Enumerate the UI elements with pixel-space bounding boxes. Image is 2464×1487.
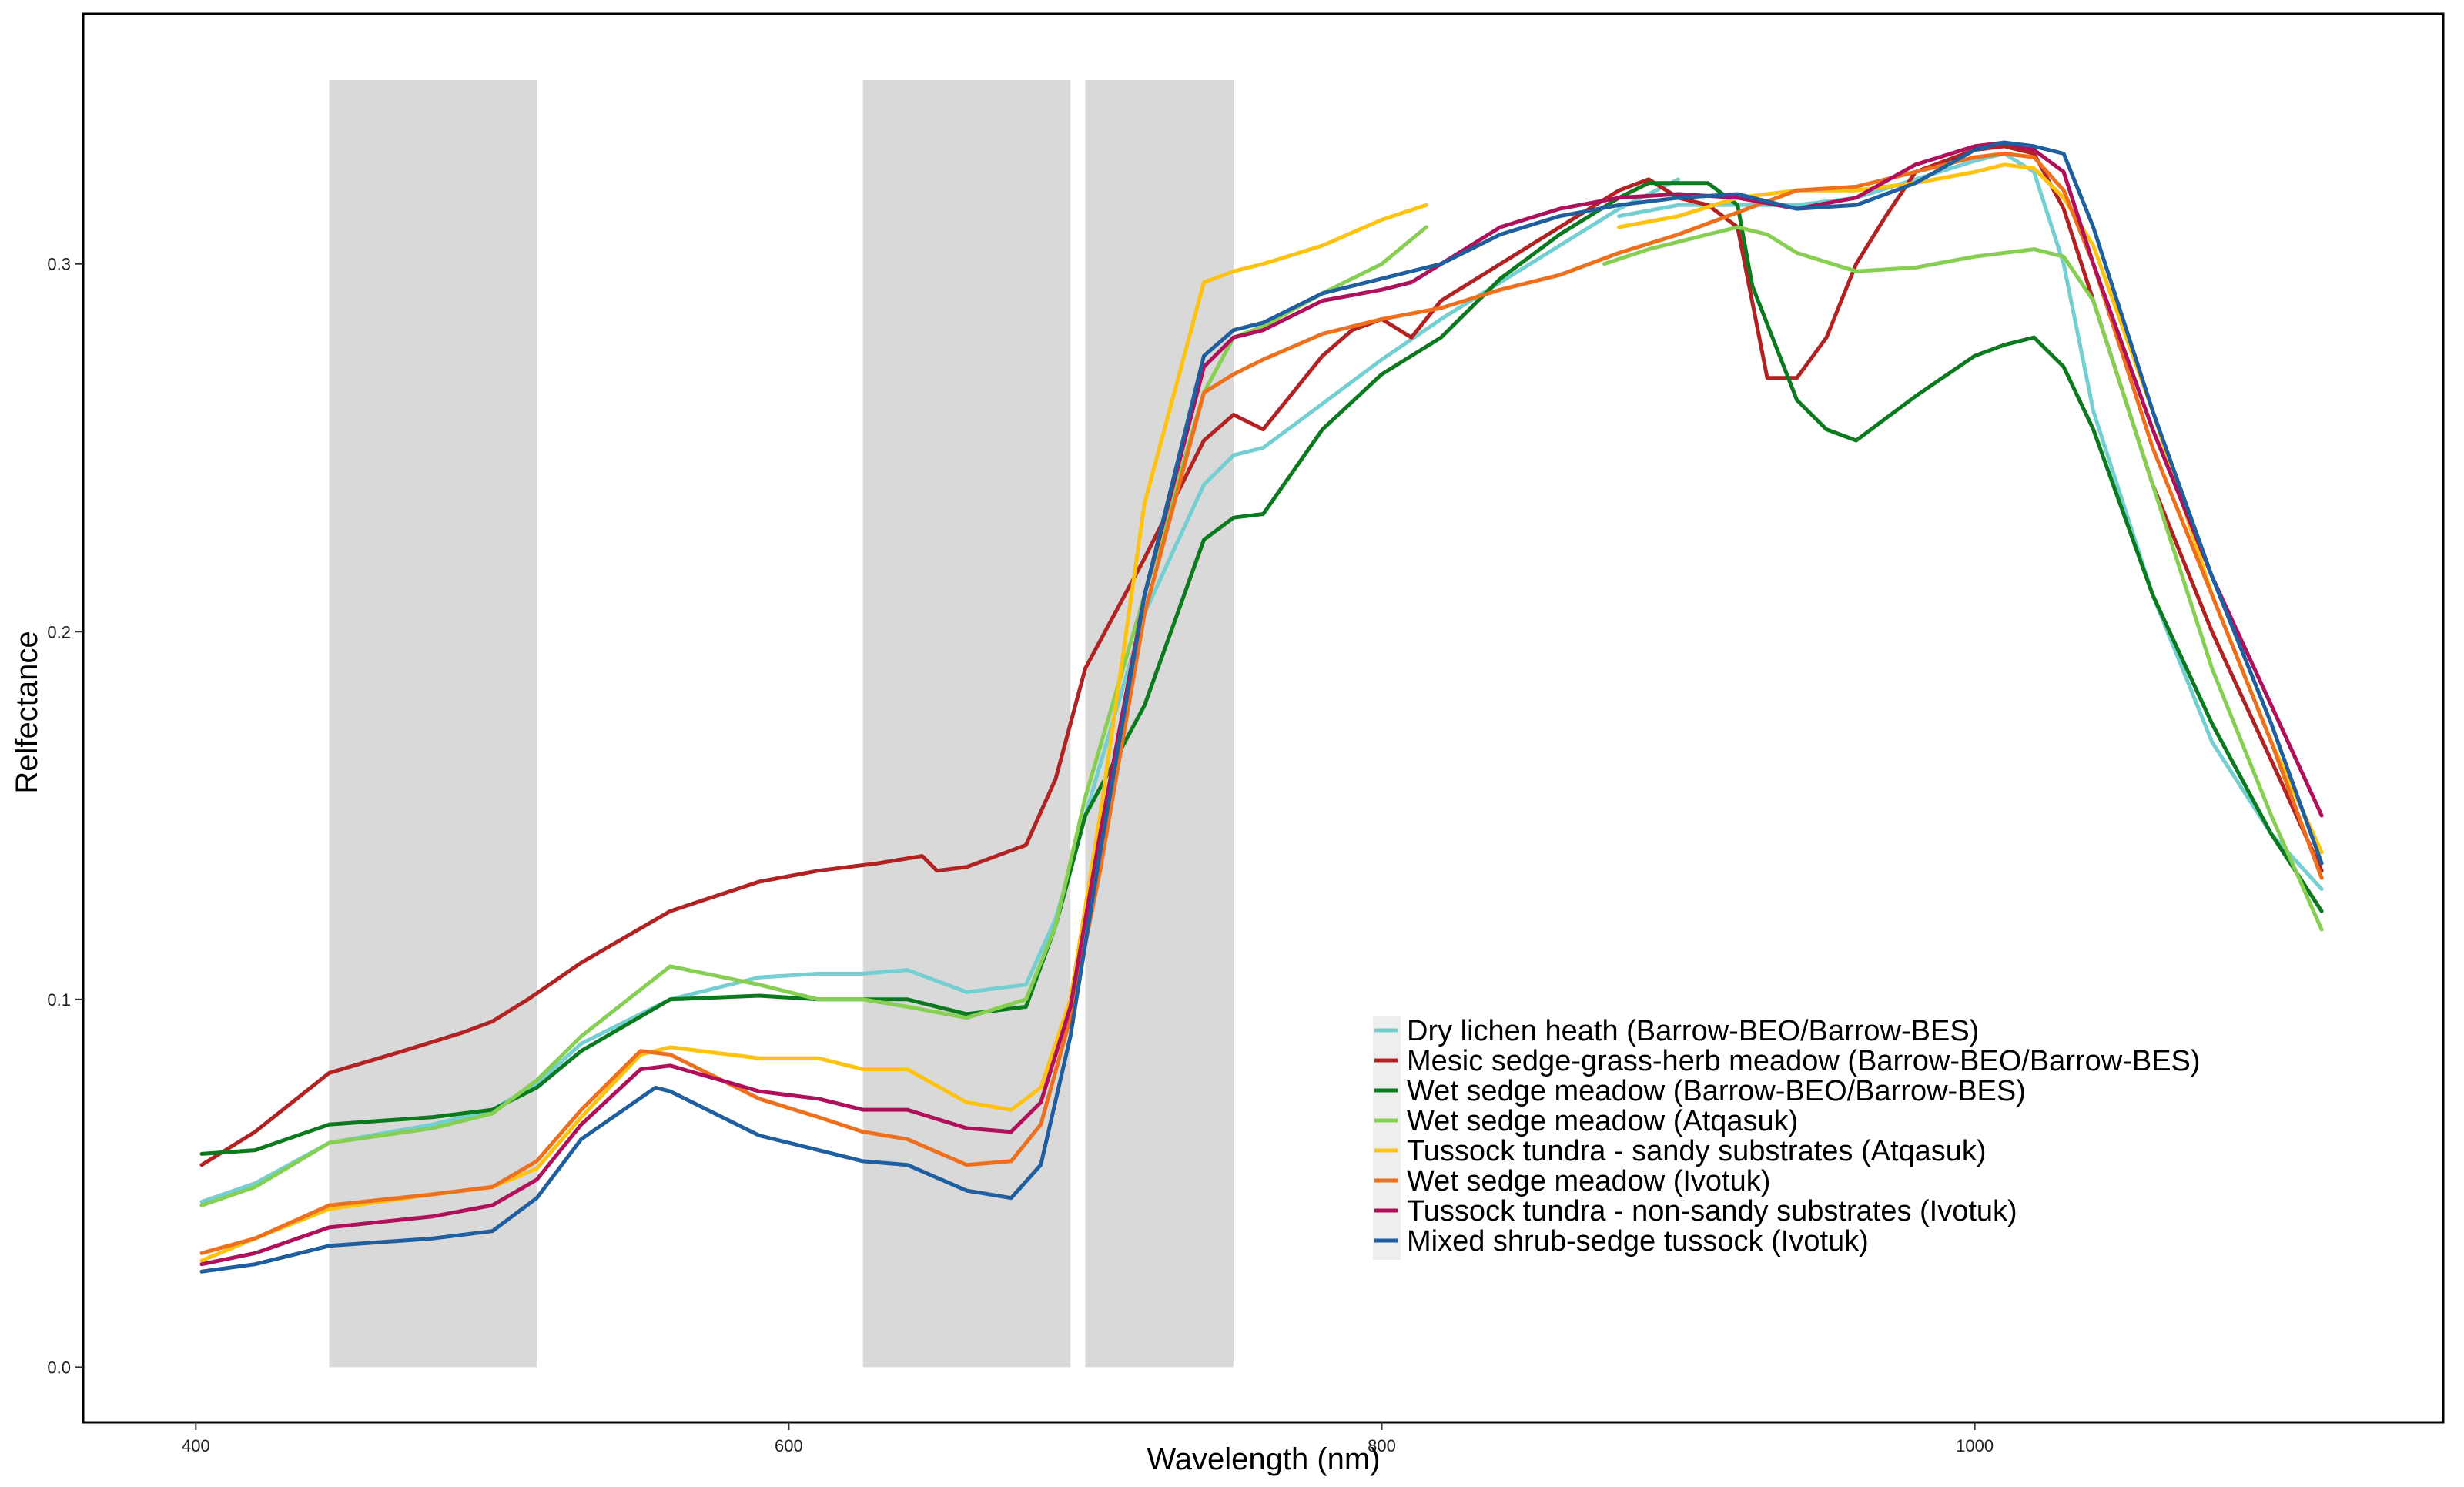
legend-label-1: Dry lichen heath (Barrow-BEO/Barrow-BES) — [1407, 1015, 1979, 1047]
series-line-5-segment-2 — [1617, 162, 2324, 855]
series-line-8-segment-1 — [199, 140, 2324, 1274]
shaded-bands — [329, 79, 1234, 1368]
y-tick-label: 0.1 — [47, 990, 71, 1010]
legend-label-2: Mesic sedge-grass-herb meadow (Barrow-BE… — [1407, 1045, 2201, 1077]
shaded-band-3 — [1085, 79, 1234, 1368]
legend-label-5: Tussock tundra - sandy substrates (Atqas… — [1407, 1135, 1987, 1167]
legend: Dry lichen heath (Barrow-BEO/Barrow-BES)… — [1373, 1015, 2201, 1260]
legend-key-background — [1373, 1016, 1401, 1260]
legend-label-8: Mixed shrub-sedge tussock (Ivotuk) — [1407, 1225, 1869, 1258]
y-tick-label: 0.2 — [47, 622, 71, 641]
x-axis-title: Wavelength (nm) — [1147, 1442, 1380, 1476]
x-tick-label: 400 — [182, 1436, 210, 1455]
legend-label-7: Tussock tundra - non-sandy substrates (I… — [1407, 1195, 2017, 1227]
plot-border — [82, 12, 2445, 1424]
y-tick-label: 0.0 — [47, 1358, 71, 1377]
series-line-4-segment-2 — [1602, 225, 2324, 932]
x-tick-label: 1000 — [1956, 1436, 1994, 1455]
series-line-6-segment-1 — [199, 152, 2324, 1255]
shaded-band-2 — [862, 79, 1071, 1368]
series-line-3-segment-1 — [199, 181, 2324, 1156]
x-tick-label: 600 — [775, 1436, 803, 1455]
legend-label-3: Wet sedge meadow (Barrow-BEO/Barrow-BES) — [1407, 1075, 2026, 1107]
legend-label-6: Wet sedge meadow (Ivotuk) — [1407, 1165, 1770, 1197]
series-lines — [199, 140, 2324, 1274]
legend-label-4: Wet sedge meadow (Atqasuk) — [1407, 1105, 1798, 1137]
x-tick-label: 800 — [1368, 1436, 1396, 1455]
y-tick-label: 0.3 — [47, 255, 71, 274]
y-axis-title: Relfectance — [10, 631, 44, 793]
x-axis: 400 600 800 1000 — [182, 1422, 1994, 1455]
y-axis: 0.0 0.1 0.2 0.3 — [47, 255, 83, 1377]
shaded-band-1 — [329, 79, 537, 1368]
